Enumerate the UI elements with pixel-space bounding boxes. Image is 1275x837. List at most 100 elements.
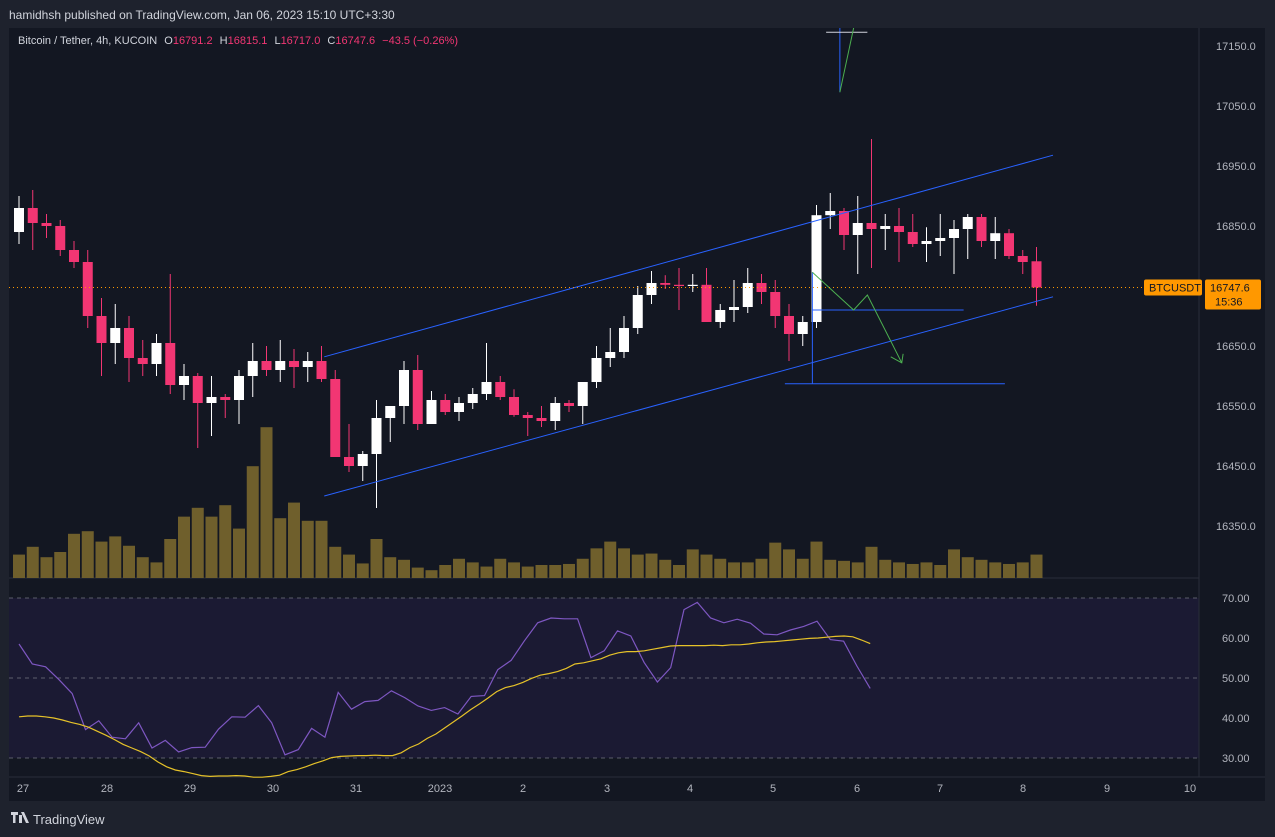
chart-frame[interactable]: 17150.0 17050.0 16950.0 16850.0 16650.0 16550… bbox=[9, 28, 1265, 801]
candle-body[interactable] bbox=[82, 262, 93, 316]
candle-body[interactable] bbox=[124, 328, 134, 358]
candle-body[interactable] bbox=[701, 284, 712, 322]
candle-body[interactable] bbox=[330, 379, 341, 457]
volume-bar bbox=[466, 562, 479, 578]
bullish-projection-path[interactable] bbox=[839, 28, 868, 93]
channel-upper-line[interactable] bbox=[324, 154, 1054, 358]
candle-body[interactable] bbox=[770, 292, 781, 316]
candle-body[interactable] bbox=[509, 397, 519, 415]
candle-body[interactable] bbox=[564, 403, 574, 406]
symbol-badge[interactable] bbox=[1144, 279, 1202, 296]
price-tick-label: 16650.0 bbox=[1216, 341, 1256, 353]
candle-body[interactable] bbox=[921, 241, 932, 244]
candle-body[interactable] bbox=[344, 457, 354, 466]
candle-body[interactable] bbox=[839, 211, 849, 235]
candle-body[interactable] bbox=[495, 382, 506, 397]
candle-body[interactable] bbox=[27, 208, 38, 223]
candle-body[interactable] bbox=[591, 358, 602, 382]
time-axis[interactable]: 27 28 29 30 31 2023 2 3 4 5 6 7 8 9 10 bbox=[17, 783, 1196, 795]
volume-bar bbox=[838, 560, 850, 578]
volume-bar bbox=[508, 562, 520, 578]
candle-body[interactable] bbox=[247, 361, 258, 376]
candle-body[interactable] bbox=[385, 406, 396, 418]
candle-body[interactable] bbox=[110, 328, 121, 343]
candle-body[interactable] bbox=[852, 223, 863, 235]
volume-bar bbox=[865, 546, 878, 578]
candle-body[interactable] bbox=[165, 343, 176, 385]
candle-body[interactable] bbox=[880, 226, 891, 229]
candle-body[interactable] bbox=[192, 376, 203, 403]
candle-body[interactable] bbox=[976, 217, 987, 241]
channel-lower-line[interactable] bbox=[324, 296, 1054, 497]
volume-bar bbox=[851, 562, 864, 578]
rsi-indicator[interactable] bbox=[18, 601, 871, 778]
price-axis[interactable]: 17150.0 17050.0 16950.0 16850.0 16650.0 16550… bbox=[1144, 41, 1261, 765]
candle-body[interactable] bbox=[729, 307, 739, 310]
volume-bar bbox=[576, 558, 589, 578]
candle-body[interactable] bbox=[550, 403, 561, 421]
candle-body[interactable] bbox=[41, 223, 52, 226]
candle-body[interactable] bbox=[399, 370, 409, 406]
candle-body[interactable] bbox=[797, 322, 808, 334]
candle-body[interactable] bbox=[962, 217, 973, 229]
candle-body[interactable] bbox=[481, 382, 492, 394]
volume-bar bbox=[755, 558, 768, 578]
candle-body[interactable] bbox=[536, 418, 547, 421]
candle-body[interactable] bbox=[949, 229, 959, 238]
candle-body[interactable] bbox=[206, 397, 217, 403]
candle-body[interactable] bbox=[632, 295, 643, 328]
candle-body[interactable] bbox=[302, 361, 313, 367]
candle-body[interactable] bbox=[811, 215, 822, 322]
candle-body[interactable] bbox=[137, 358, 148, 364]
price-badge[interactable] bbox=[1205, 279, 1261, 310]
candle-body[interactable] bbox=[784, 316, 794, 334]
candle-body[interactable] bbox=[440, 400, 451, 412]
candle-body[interactable] bbox=[742, 283, 753, 307]
volume-bar bbox=[659, 559, 672, 578]
candle-body[interactable] bbox=[289, 361, 299, 367]
rsi-line[interactable] bbox=[18, 601, 871, 756]
candle-body[interactable] bbox=[1017, 256, 1028, 262]
candle-body[interactable] bbox=[426, 400, 437, 424]
price-tick-label: 16850.0 bbox=[1216, 221, 1256, 233]
candle-body[interactable] bbox=[674, 284, 684, 286]
candle-body[interactable] bbox=[907, 232, 918, 244]
candle-body[interactable] bbox=[825, 211, 836, 216]
drawings[interactable] bbox=[9, 28, 1199, 497]
candle-body[interactable] bbox=[69, 250, 79, 262]
candle-body[interactable] bbox=[179, 376, 189, 385]
candle-body[interactable] bbox=[605, 352, 616, 358]
candle-body[interactable] bbox=[220, 397, 231, 400]
candle-body[interactable] bbox=[660, 283, 671, 285]
candle-body[interactable] bbox=[935, 238, 946, 241]
candle-body[interactable] bbox=[151, 343, 162, 364]
candle-body[interactable] bbox=[55, 226, 66, 250]
candle-body[interactable] bbox=[619, 328, 629, 352]
legend-symbol: Bitcoin / Tether, 4h, KUCOIN bbox=[18, 35, 158, 47]
chart-canvas[interactable]: 17150.0 17050.0 16950.0 16850.0 16650.0 16550… bbox=[9, 28, 1265, 801]
candle-body[interactable] bbox=[261, 361, 272, 370]
candle-body[interactable] bbox=[1004, 233, 1014, 256]
candle-body[interactable] bbox=[894, 226, 904, 232]
candle-body[interactable] bbox=[990, 233, 1001, 241]
candle-body[interactable] bbox=[454, 403, 464, 412]
candle-body[interactable] bbox=[275, 361, 286, 370]
candle-body[interactable] bbox=[687, 284, 698, 286]
candle-body[interactable] bbox=[467, 394, 478, 403]
candle-body[interactable] bbox=[234, 376, 244, 400]
candlesticks[interactable] bbox=[14, 139, 1042, 508]
candle-body[interactable] bbox=[14, 208, 24, 232]
candle-body[interactable] bbox=[412, 370, 423, 424]
rsi-ma-line[interactable] bbox=[18, 635, 871, 778]
candle-body[interactable] bbox=[522, 415, 533, 418]
candle-body[interactable] bbox=[577, 382, 588, 406]
candle-body[interactable] bbox=[715, 310, 726, 322]
candle-body[interactable] bbox=[646, 283, 657, 295]
candle-body[interactable] bbox=[371, 418, 382, 454]
candle-body[interactable] bbox=[357, 454, 368, 466]
candle-body[interactable] bbox=[316, 361, 327, 379]
candle-body[interactable] bbox=[1031, 261, 1042, 288]
candle-body[interactable] bbox=[96, 316, 107, 343]
bearish-projection-path[interactable] bbox=[812, 271, 903, 364]
candle-body[interactable] bbox=[866, 223, 877, 229]
